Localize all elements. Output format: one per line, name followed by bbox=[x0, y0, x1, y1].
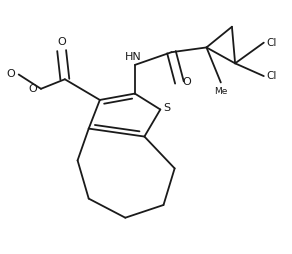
Text: O: O bbox=[29, 84, 37, 94]
Text: Cl: Cl bbox=[267, 38, 277, 48]
Text: O: O bbox=[182, 77, 191, 87]
Text: HN: HN bbox=[125, 52, 142, 62]
Text: S: S bbox=[163, 103, 170, 113]
Text: Me: Me bbox=[214, 87, 227, 96]
Text: Cl: Cl bbox=[267, 71, 277, 81]
Text: O: O bbox=[6, 70, 15, 80]
Text: O: O bbox=[57, 37, 66, 47]
